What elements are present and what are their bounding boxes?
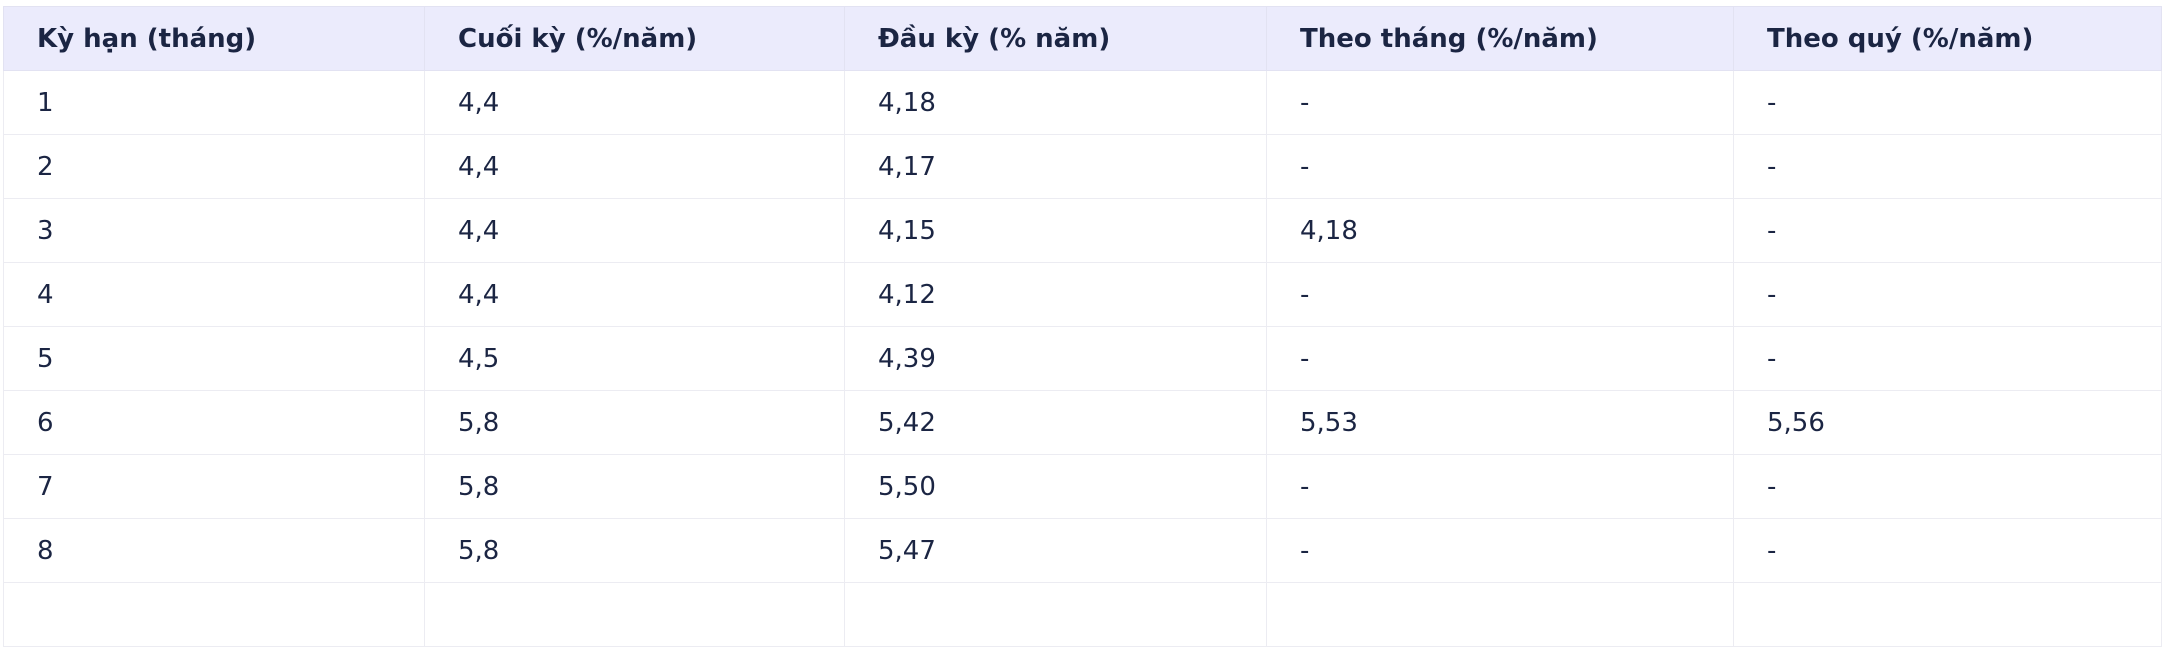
table-cell: - — [1733, 326, 2162, 391]
table-cell: 4,18 — [844, 70, 1267, 135]
table-cell: 8 — [3, 518, 425, 583]
table-row: 3 4,4 4,15 4,18- — [3, 198, 2162, 263]
table-cell: 5,50 — [844, 454, 1267, 519]
table-cell: 5,47 — [844, 518, 1267, 583]
header-cell: Theo tháng (%/năm) — [1266, 6, 1734, 71]
table-cell: 4,18 — [1266, 198, 1734, 263]
table-cell: - — [1266, 326, 1734, 391]
table-cell — [424, 582, 845, 647]
table-cell: - — [1733, 262, 2162, 327]
table-cell: 4,17 — [844, 134, 1267, 199]
table-cell: - — [1733, 198, 2162, 263]
table-cell: 4,39 — [844, 326, 1267, 391]
table-cell: 4,4 — [424, 262, 845, 327]
header-cell: Đầu kỳ (% năm) — [844, 6, 1267, 71]
page-body: {"table": { "header": ["Kỳ hạn (tháng)",… — [3, 6, 2162, 647]
table-cell: 6 — [3, 390, 425, 455]
table-cell: 5,8 — [424, 390, 845, 455]
header-cell: Cuối kỳ (%/năm) — [424, 6, 845, 71]
table-cell — [3, 582, 425, 647]
table-cell: 4,4 — [424, 198, 845, 263]
table-head: Kỳ hạn (tháng) Cuối kỳ (%/năm) Đầu kỳ (% n… — [3, 6, 2162, 71]
table-row: 2 4,4 4,17- - — [3, 134, 2162, 199]
table-cell: - — [1733, 134, 2162, 199]
table-cell: - — [1266, 70, 1734, 135]
table-cell: 4 — [3, 262, 425, 327]
table-cell: - — [1733, 70, 2162, 135]
table-cell: 5,53 — [1266, 390, 1734, 455]
table-row — [3, 582, 2162, 647]
table-cell: 4,12 — [844, 262, 1267, 327]
table-cell: - — [1733, 518, 2162, 583]
table-cell: 3 — [3, 198, 425, 263]
table-cell: 5,8 — [424, 518, 845, 583]
header-cell: Theo quý (%/năm) — [1733, 6, 2162, 71]
table-cell: 7 — [3, 454, 425, 519]
table-cell: 5,56 — [1733, 390, 2162, 455]
table-row: 6 5,8 5,42 5,53 5,56 — [3, 390, 2162, 455]
table-row: 7 5,8 5,50- - — [3, 454, 2162, 519]
table-cell: 4,4 — [424, 134, 845, 199]
table-cell: 2 — [3, 134, 425, 199]
table-cell: 5,8 — [424, 454, 845, 519]
table-cell: 4,4 — [424, 70, 845, 135]
table-cell — [1733, 582, 2162, 647]
table-cell: - — [1266, 134, 1734, 199]
table-row: 8 5,8 5,47- - — [3, 518, 2162, 583]
table-cell: 1 — [3, 70, 425, 135]
table-row: 5 4,5 4,39- - — [3, 326, 2162, 391]
table-cell: 5,42 — [844, 390, 1267, 455]
header-cell: Kỳ hạn (tháng) — [3, 6, 425, 71]
page: Table html, body { margin: 0; padding: 0… — [3, 6, 2162, 647]
table-cell — [844, 582, 1267, 647]
table-container: Kỳ hạn (tháng) Cuối kỳ (%/năm) Đầu kỳ (% n… — [3, 6, 2162, 647]
table-cell: - — [1266, 518, 1734, 583]
table-body: 1 4,4 4,18- -2 4,4 4,17- -3 4,4 4,15 4,18-4 4,4 4,1… — [3, 70, 2162, 647]
table-cell: 4,15 — [844, 198, 1267, 263]
table-cell — [1266, 582, 1734, 647]
rate-table: Kỳ hạn (tháng) Cuối kỳ (%/năm) Đầu kỳ (% n… — [3, 6, 2162, 647]
table-row: 1 4,4 4,18- - — [3, 70, 2162, 135]
table-cell: - — [1266, 262, 1734, 327]
header-row: Kỳ hạn (tháng) Cuối kỳ (%/năm) Đầu kỳ (% n… — [3, 6, 2162, 71]
table-cell: 5 — [3, 326, 425, 391]
table-row: 4 4,4 4,12- - — [3, 262, 2162, 327]
table-cell: 4,5 — [424, 326, 845, 391]
table-cell: - — [1266, 454, 1734, 519]
table-cell: - — [1733, 454, 2162, 519]
